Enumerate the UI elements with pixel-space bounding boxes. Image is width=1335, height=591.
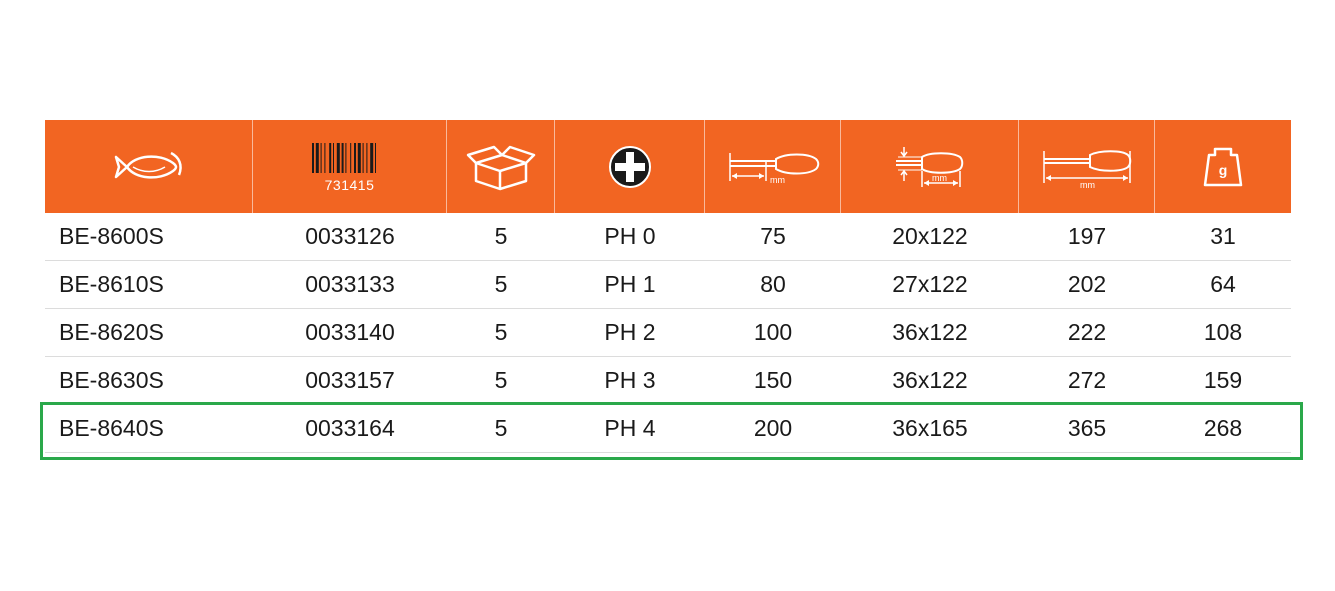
cell-weight: 268 (1203, 415, 1243, 441)
cell-blade-length: 150 (753, 367, 793, 393)
cell-tip-size: PH 3 (604, 367, 656, 393)
header-cell-fish (45, 120, 253, 213)
cell-pack-quantity: 5 (494, 271, 508, 297)
cell-blade-length: 100 (753, 319, 793, 345)
barcode-number: 731415 (324, 176, 375, 193)
header-cell-tip (555, 120, 705, 213)
cell-ean-code: 0033126 (305, 223, 395, 249)
header-cell-barcode: 731415 (253, 120, 447, 213)
overall-length-icon: mm (1042, 149, 1131, 189)
cell-article-number: BE-8610S (59, 271, 164, 297)
cell-tip-size: PH 1 (604, 271, 656, 297)
weight-icon: g (1203, 147, 1243, 186)
box-icon (466, 145, 535, 190)
table-row: BE-8600S 0033126 5 PH 0 75 20x122 197 31 (45, 213, 1291, 261)
cell-tip-size: PH 2 (604, 319, 656, 345)
header-cell-overall-length: mm (1019, 120, 1155, 213)
cell-article-number: BE-8620S (59, 319, 164, 345)
cell-overall-length: 202 (1067, 271, 1107, 297)
fish-icon (114, 151, 182, 179)
cell-article-number: BE-8630S (59, 367, 164, 393)
cell-article-number: BE-8640S (59, 415, 164, 441)
cell-blade-length: 75 (760, 223, 786, 249)
cell-pack-quantity: 5 (494, 367, 508, 393)
overall-unit-label: mm (1080, 180, 1095, 189)
cell-tip-size: PH 4 (604, 415, 656, 441)
cell-ean-code: 0033140 (305, 319, 395, 345)
cell-pack-quantity: 5 (494, 223, 508, 249)
handle-unit-label: mm (932, 173, 947, 183)
header-cell-handle-dimensions: mm (841, 120, 1019, 213)
cell-ean-code: 0033157 (305, 367, 395, 393)
cell-pack-quantity: 5 (494, 415, 508, 441)
header-cell-weight: g (1155, 120, 1291, 213)
cell-blade-length: 80 (760, 271, 786, 297)
blade-unit-label: mm (770, 175, 785, 185)
cell-pack-quantity: 5 (494, 319, 508, 345)
handle-dimensions-icon: mm (895, 146, 963, 187)
table-header: 731415 (45, 120, 1291, 213)
weight-unit-label: g (1219, 162, 1228, 178)
cell-weight: 31 (1210, 223, 1236, 249)
cell-article-number: BE-8600S (59, 223, 164, 249)
cell-handle-size: 36x122 (892, 319, 968, 345)
barcode-icon (311, 142, 376, 173)
cell-overall-length: 365 (1067, 415, 1107, 441)
blade-length-icon: mm (728, 152, 819, 185)
highlighted-row-outline (40, 402, 1303, 460)
cell-handle-size: 36x165 (892, 415, 968, 441)
cell-overall-length: 272 (1067, 367, 1107, 393)
cell-ean-code: 0033133 (305, 271, 395, 297)
cell-handle-size: 36x122 (892, 367, 968, 393)
cell-overall-length: 222 (1067, 319, 1107, 345)
cell-weight: 159 (1203, 367, 1243, 393)
table-row: BE-8630S 0033157 5 PH 3 150 36x122 272 159 (45, 357, 1291, 405)
cell-blade-length: 200 (753, 415, 793, 441)
cell-handle-size: 27x122 (892, 271, 968, 297)
product-table: 731415 (45, 120, 1291, 453)
table-row: BE-8620S 0033140 5 PH 2 100 36x122 222 108 (45, 309, 1291, 357)
cell-overall-length: 197 (1067, 223, 1107, 249)
cell-weight: 64 (1210, 271, 1236, 297)
table-row: BE-8610S 0033133 5 PH 1 80 27x122 202 64 (45, 261, 1291, 309)
cell-tip-size: PH 0 (604, 223, 656, 249)
cell-handle-size: 20x122 (892, 223, 968, 249)
cell-weight: 108 (1203, 319, 1243, 345)
table-row: BE-8640S 0033164 5 PH 4 200 36x165 365 268 (45, 405, 1291, 453)
header-cell-box (447, 120, 555, 213)
table-body: BE-8600S 0033126 5 PH 0 75 20x122 197 31 BE-8610… (45, 213, 1291, 453)
phillips-tip-icon (608, 145, 651, 188)
cell-ean-code: 0033164 (305, 415, 395, 441)
header-cell-blade-length: mm (705, 120, 841, 213)
